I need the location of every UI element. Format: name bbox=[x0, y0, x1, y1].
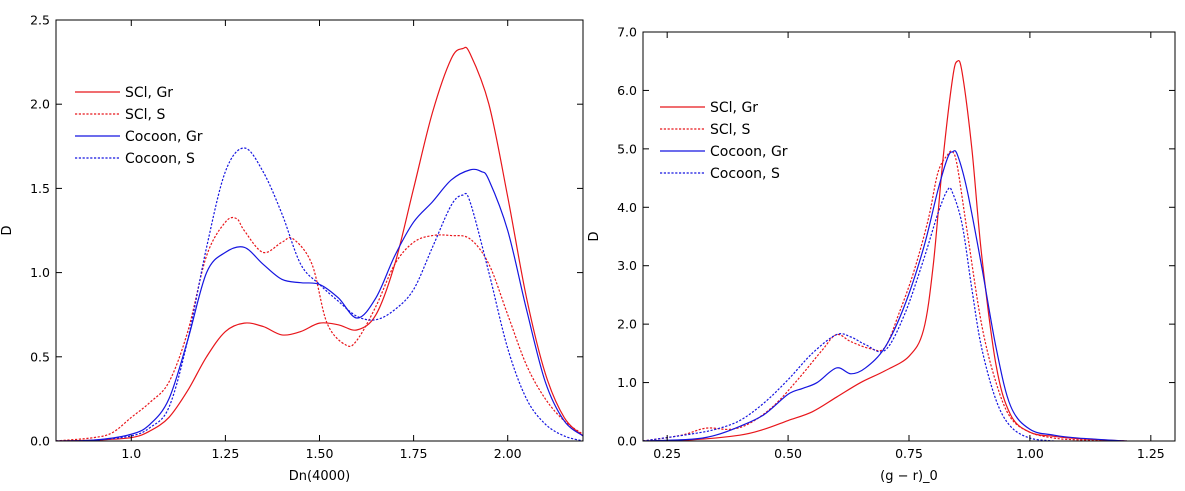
legend-label: SCl, Gr bbox=[125, 85, 173, 101]
y-tick-label: 4.0 bbox=[617, 200, 637, 215]
x-tick-label: 1.00 bbox=[1016, 446, 1044, 461]
y-tick-label: 3.0 bbox=[617, 258, 637, 273]
plot-frame bbox=[642, 31, 1176, 442]
x-tick-label: 2.00 bbox=[494, 446, 522, 461]
y-tick-label: 2.0 bbox=[617, 317, 637, 332]
y-tick-label: 6.0 bbox=[617, 83, 637, 98]
legend-label: SCl, Gr bbox=[710, 100, 758, 116]
y-tick-label: 1.0 bbox=[30, 265, 50, 280]
y-tick-label: 2.5 bbox=[30, 13, 50, 28]
series-group bbox=[643, 59, 1127, 441]
series-line-1 bbox=[56, 46, 583, 441]
y-tick-label: 0.0 bbox=[30, 434, 50, 449]
series-line-4 bbox=[643, 187, 1055, 441]
x-tick-label: 0.50 bbox=[774, 446, 802, 461]
x-tick-label: 1.75 bbox=[400, 446, 428, 461]
x-axis-label: Dn(4000) bbox=[289, 469, 350, 484]
y-tick-label: 5.0 bbox=[617, 141, 637, 156]
y-tick-label: 0.0 bbox=[617, 434, 637, 449]
series-line-4 bbox=[56, 147, 583, 441]
y-tick-label: 2.0 bbox=[30, 97, 50, 112]
y-tick-label: 1.0 bbox=[617, 375, 637, 390]
chart-panel-2: 0.25 0.50 0.75 1.00 1.25 0.0 1.0 2.0 3.0 4.0 5.0 6.… bbox=[587, 25, 1176, 484]
legend-label: Cocoon, Gr bbox=[125, 129, 203, 145]
legend-label: Cocoon, S bbox=[710, 166, 780, 182]
series-line-1 bbox=[643, 59, 1127, 441]
x-tick-label: 1.25 bbox=[1137, 446, 1165, 461]
legend-label: SCl, S bbox=[125, 107, 165, 123]
legend-label: SCl, S bbox=[710, 122, 750, 138]
x-tick-label: 0.75 bbox=[895, 446, 923, 461]
legend: SCl, Gr SCl, S Cocoon, Gr Cocoon, S bbox=[660, 100, 788, 182]
x-tick-label: 1.0 bbox=[121, 446, 141, 461]
y-tick-label: 1.5 bbox=[30, 181, 50, 196]
y-axis-label: D bbox=[587, 231, 602, 241]
x-tick-label: 0.25 bbox=[653, 446, 681, 461]
y-tick-label: 7.0 bbox=[617, 25, 637, 40]
legend: SCl, Gr SCl, S Cocoon, Gr Cocoon, S bbox=[75, 85, 203, 167]
x-tick-label: 1.50 bbox=[306, 446, 334, 461]
legend-label: Cocoon, Gr bbox=[710, 144, 788, 160]
series-line-2 bbox=[643, 150, 1127, 441]
chart-panel-1: 1.0 1.25 1.50 1.75 2.00 0.0 0.5 1.0 1.5 2.0 2.5 Dn(… bbox=[0, 13, 584, 484]
y-axis-label: D bbox=[0, 225, 15, 235]
series-line-2 bbox=[56, 216, 583, 441]
y-tick-label: 0.5 bbox=[30, 349, 50, 364]
plot-frame bbox=[55, 19, 584, 442]
series-group bbox=[56, 46, 583, 441]
series-line-3 bbox=[643, 150, 1127, 441]
x-tick-label: 1.25 bbox=[211, 446, 239, 461]
series-line-3 bbox=[56, 168, 583, 441]
legend-label: Cocoon, S bbox=[125, 151, 195, 167]
x-axis-label: (g − r)_0 bbox=[880, 469, 938, 484]
